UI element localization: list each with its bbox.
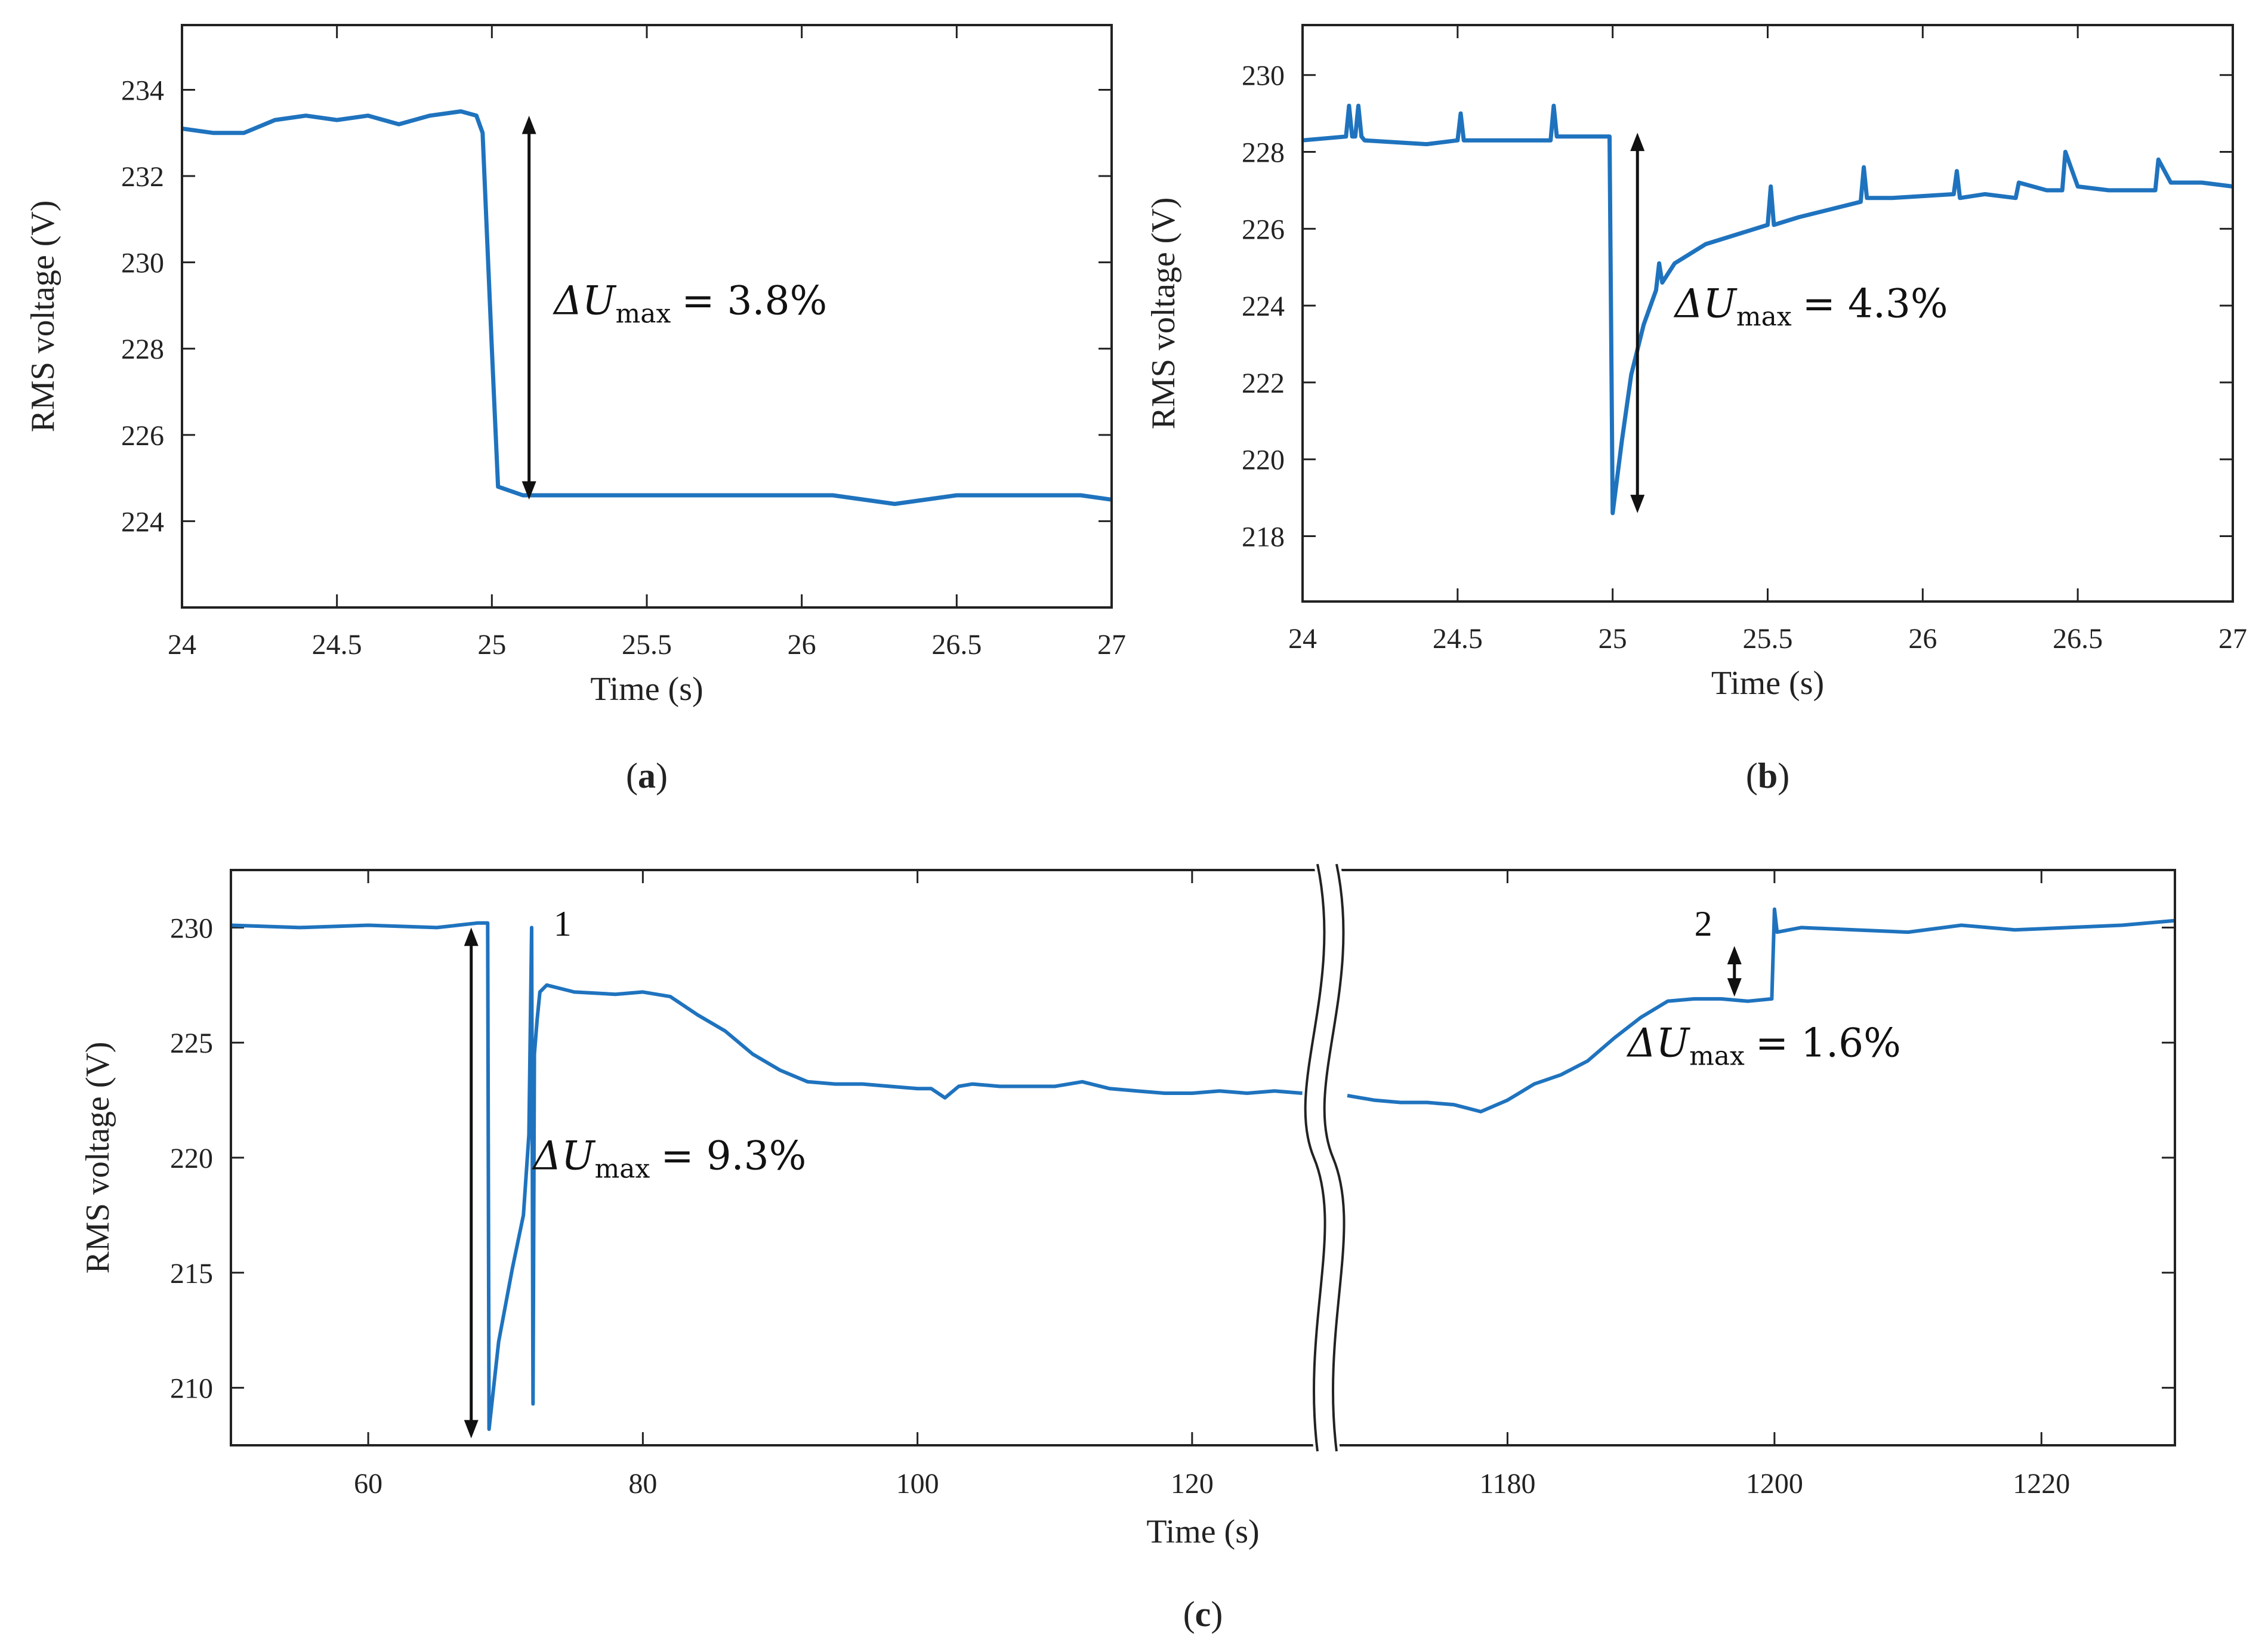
x-tick-label: 25.5 [1743,623,1793,655]
delta-arrow-event-1-head-bottom [464,1420,479,1439]
x-axis-label: Time (s) [1146,1513,1259,1550]
delta-annotation-event-2-symbol: ΔU [1626,1020,1691,1066]
event-label-2: 2 [1695,904,1712,943]
panel-label-letter: a [638,756,656,795]
data-series-line [181,109,1112,506]
x-tick-label: 26.5 [2053,623,2103,655]
x-axis-label: Time (s) [590,671,703,708]
delta-arrow-head-bottom [1630,495,1645,513]
delta-annotation-event-2-subscript: max [1689,1041,1745,1071]
x-tick-label: 27 [2218,623,2247,655]
y-tick-label: 224 [121,506,164,538]
delta-annotation-event-2-value: = 1.6% [1755,1020,1901,1066]
plot-frame [1301,24,2234,603]
x-tick-label: 1200 [1746,1468,1803,1500]
delta-annotation-event-2: ΔUmax = 1.6% [1626,1020,1901,1071]
delta-annotation-event-1-value: = 9.3% [661,1133,806,1179]
x-tick-label: 100 [896,1468,939,1500]
panel-label-letter: b [1758,756,1778,795]
y-tick-label: 230 [1242,60,1285,92]
x-axis-label: Time (s) [1711,665,1824,702]
y-tick-label: 228 [1242,137,1285,169]
x-tick-label: 26 [1908,623,1937,655]
delta-annotation-symbol: ΔU [1673,280,1738,326]
x-tick-label: 1180 [1479,1468,1535,1500]
panel-label: (c) [1183,1594,1223,1634]
chart-panel-c: 60 80 100 120 1180 1200 1220 210 215 220 225 230 1 ΔU… [79,861,2176,1634]
axis-break-gap [1301,861,1348,1453]
y-tick-label: 230 [121,248,164,279]
data-series-line-segment-2 [1347,907,2176,1114]
delta-annotation: ΔUmax = 4.3% [1673,280,1948,332]
data-series-line-segment-1 [230,921,1323,1431]
chart-panel-b: 24 24.5 25 25.5 26 26.5 27 218 220 222 224 226 228 23… [1145,24,2247,795]
delta-annotation-subscript: max [615,298,671,329]
panel-label: (a) [626,756,668,795]
x-tick-label: 26.5 [931,629,982,661]
y-tick-label: 225 [170,1028,213,1059]
delta-arrow-event-1-head-top [464,927,479,946]
plot-frame [181,24,1113,609]
delta-annotation-event-1-subscript: max [595,1153,650,1184]
y-tick-label: 226 [121,420,164,452]
axis-break-mark-left [1304,863,1326,1452]
x-tick-label: 26 [788,629,816,661]
x-tick-label: 25 [1599,623,1627,655]
y-tick-label: 220 [1242,445,1285,476]
y-tick-label: 210 [170,1373,213,1405]
delta-annotation-event-1: ΔUmax = 9.3% [531,1133,806,1184]
y-tick-label: 230 [170,912,213,944]
y-tick-label: 226 [1242,214,1285,245]
x-tick-label: 1220 [2013,1468,2070,1500]
y-tick-label: 218 [1242,522,1285,553]
y-axis-label: RMS voltage (V) [79,1042,116,1274]
panel-label-letter: c [1195,1594,1211,1634]
x-tick-label: 25 [477,629,506,661]
y-axis-label: RMS voltage (V) [24,201,61,433]
y-axis-label: RMS voltage (V) [1145,198,1182,430]
delta-arrow-event-2-head-top [1727,946,1742,965]
axis-break-mark-right [1323,863,1346,1452]
delta-annotation-subscript: max [1736,301,1792,332]
y-tick-label: 228 [121,334,164,365]
delta-arrow-head-top [522,115,536,134]
data-series-line [1302,103,2233,516]
y-tick-label: 215 [170,1258,213,1290]
delta-arrow-head-top [1630,132,1645,152]
x-tick-label: 120 [1171,1468,1214,1500]
x-tick-label: 80 [628,1468,657,1500]
chart-panel-a: 24 24.5 25 25.5 26 26.5 27 224 226 228 230 232 234 ΔU… [24,24,1126,795]
panel-label: (b) [1746,756,1789,795]
y-tick-label: 232 [121,161,164,193]
x-tick-label: 25.5 [622,629,672,661]
delta-annotation-symbol: ΔU [552,277,617,323]
x-tick-label: 24 [168,629,196,661]
x-tick-label: 24.5 [312,629,362,661]
y-tick-label: 234 [121,75,164,106]
x-tick-label: 24 [1288,623,1317,655]
delta-annotation: ΔUmax = 3.8% [552,277,827,329]
delta-annotation-value: = 4.3% [1803,280,1948,326]
delta-arrow-event-2-head-bottom [1727,978,1742,997]
x-tick-label: 27 [1097,629,1126,661]
delta-annotation-value: = 3.8% [681,277,827,323]
y-tick-label: 220 [170,1143,213,1174]
delta-arrow-head-bottom [522,481,536,500]
y-tick-label: 222 [1242,368,1285,399]
x-tick-label: 60 [354,1468,382,1500]
x-tick-label: 24.5 [1433,623,1483,655]
event-label-1: 1 [554,904,572,943]
plot-frame [230,869,2176,1446]
y-tick-label: 224 [1242,291,1285,322]
delta-annotation-event-1-symbol: ΔU [531,1133,596,1179]
